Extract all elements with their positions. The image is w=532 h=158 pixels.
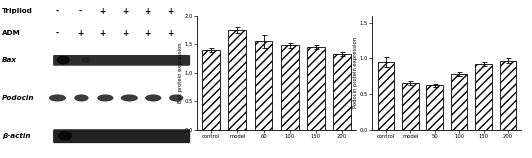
Text: -: - — [56, 7, 59, 15]
Text: +: + — [99, 7, 106, 15]
Text: +: + — [122, 7, 128, 15]
Text: Podocin: Podocin — [2, 95, 35, 101]
Text: β-actin: β-actin — [2, 133, 30, 139]
Text: +: + — [145, 29, 151, 38]
Bar — [426, 85, 443, 130]
Ellipse shape — [97, 94, 113, 102]
Bar — [333, 54, 351, 130]
Bar — [500, 61, 516, 130]
Text: ADM: ADM — [2, 30, 21, 36]
Text: +: + — [77, 29, 83, 38]
Text: +: + — [168, 29, 173, 38]
Bar — [229, 30, 246, 130]
Ellipse shape — [58, 131, 72, 141]
Text: -: - — [79, 7, 81, 15]
Text: +: + — [99, 29, 106, 38]
Bar — [475, 64, 492, 130]
Ellipse shape — [169, 94, 184, 102]
Ellipse shape — [81, 57, 91, 63]
Bar — [451, 74, 468, 130]
Bar — [281, 45, 298, 130]
Ellipse shape — [49, 94, 66, 102]
Bar — [255, 41, 272, 130]
Bar — [202, 50, 220, 130]
Ellipse shape — [121, 94, 138, 102]
Bar — [378, 62, 394, 130]
Text: +: + — [168, 7, 173, 15]
Bar — [307, 47, 325, 130]
Bar — [402, 83, 419, 130]
Text: +: + — [145, 7, 151, 15]
Text: Bax: Bax — [2, 57, 17, 63]
Ellipse shape — [56, 56, 70, 64]
Text: -: - — [56, 29, 59, 38]
Y-axis label: Podocin protein expression: Podocin protein expression — [353, 37, 359, 108]
FancyBboxPatch shape — [53, 129, 190, 143]
Y-axis label: Bax protein expression: Bax protein expression — [178, 42, 183, 103]
Text: +: + — [122, 29, 128, 38]
FancyBboxPatch shape — [53, 55, 190, 66]
Text: Tripliod: Tripliod — [2, 8, 33, 14]
Ellipse shape — [74, 94, 88, 102]
Ellipse shape — [145, 94, 161, 102]
